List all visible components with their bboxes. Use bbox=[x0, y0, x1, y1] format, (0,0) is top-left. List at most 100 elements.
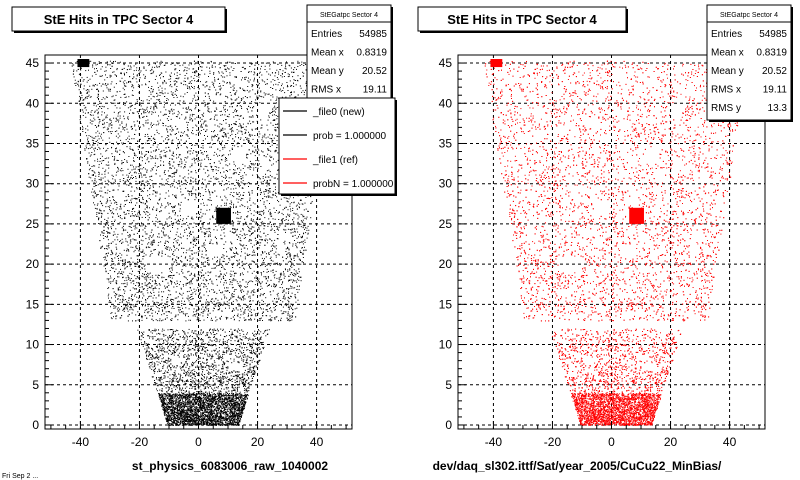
data-point bbox=[160, 111, 162, 113]
data-point bbox=[145, 238, 147, 240]
data-point bbox=[165, 138, 166, 140]
data-point bbox=[242, 66, 244, 68]
data-point bbox=[195, 252, 197, 254]
data-point bbox=[239, 115, 241, 117]
data-point bbox=[218, 126, 220, 128]
data-point bbox=[248, 229, 250, 231]
data-point bbox=[218, 160, 220, 162]
data-point bbox=[130, 66, 132, 68]
data-point bbox=[153, 123, 155, 125]
data-point bbox=[244, 374, 246, 376]
data-point bbox=[147, 292, 149, 294]
data-point bbox=[179, 161, 181, 163]
data-point bbox=[228, 307, 230, 309]
data-point bbox=[171, 307, 173, 309]
data-point bbox=[129, 236, 131, 238]
data-point bbox=[234, 123, 236, 124]
data-point bbox=[207, 417, 208, 419]
data-point bbox=[134, 295, 136, 297]
data-point bbox=[142, 191, 144, 192]
data-point bbox=[192, 243, 194, 245]
data-point bbox=[202, 145, 204, 147]
data-point bbox=[169, 408, 171, 410]
data-point bbox=[179, 73, 181, 75]
data-point bbox=[231, 131, 232, 133]
data-point bbox=[237, 386, 239, 388]
data-point bbox=[125, 96, 127, 98]
data-point bbox=[229, 106, 231, 108]
data-point bbox=[209, 86, 211, 88]
data-point bbox=[181, 305, 183, 307]
data-point bbox=[240, 244, 242, 246]
data-point bbox=[258, 330, 260, 332]
data-point bbox=[161, 320, 163, 322]
data-point bbox=[262, 176, 264, 177]
data-point bbox=[301, 91, 303, 93]
data-point bbox=[264, 65, 266, 67]
data-point bbox=[152, 366, 154, 368]
data-point bbox=[222, 410, 223, 412]
data-point bbox=[177, 319, 179, 321]
data-point bbox=[173, 377, 174, 379]
data-point bbox=[168, 365, 170, 367]
data-point bbox=[259, 348, 261, 350]
data-point bbox=[282, 282, 283, 284]
data-point bbox=[173, 341, 174, 343]
data-point bbox=[146, 278, 148, 280]
data-point bbox=[204, 347, 206, 348]
data-point bbox=[194, 408, 196, 410]
data-point bbox=[196, 280, 198, 282]
data-point bbox=[262, 140, 264, 142]
data-point bbox=[252, 351, 254, 353]
data-point bbox=[108, 131, 110, 133]
data-point bbox=[251, 129, 253, 131]
data-point bbox=[252, 260, 254, 262]
data-point bbox=[161, 314, 163, 316]
data-point bbox=[152, 315, 154, 317]
data-point bbox=[287, 319, 288, 321]
data-point bbox=[141, 267, 143, 269]
data-point bbox=[112, 208, 114, 210]
data-point bbox=[169, 378, 171, 380]
data-point bbox=[241, 307, 243, 309]
data-point bbox=[156, 357, 158, 359]
data-point bbox=[267, 305, 269, 307]
data-point bbox=[280, 310, 282, 312]
data-point bbox=[105, 257, 107, 259]
data-point bbox=[139, 194, 141, 196]
data-point bbox=[200, 384, 202, 386]
data-point bbox=[275, 150, 277, 152]
data-point bbox=[247, 390, 249, 392]
data-point bbox=[166, 406, 168, 408]
data-point bbox=[122, 263, 124, 265]
data-point bbox=[196, 279, 198, 281]
data-point bbox=[157, 274, 159, 276]
data-point bbox=[233, 400, 235, 402]
data-point bbox=[200, 332, 202, 334]
data-point bbox=[173, 245, 175, 247]
data-point bbox=[289, 261, 291, 262]
data-point bbox=[204, 353, 206, 355]
data-point bbox=[188, 344, 190, 346]
data-point bbox=[241, 98, 243, 100]
data-point bbox=[149, 213, 151, 215]
data-point bbox=[206, 381, 208, 383]
data-point bbox=[88, 176, 90, 178]
data-point bbox=[220, 278, 222, 280]
data-point bbox=[157, 218, 158, 220]
data-point bbox=[87, 161, 89, 163]
data-point bbox=[207, 110, 209, 112]
data-point bbox=[215, 206, 217, 208]
data-point bbox=[297, 273, 299, 274]
data-point bbox=[242, 366, 244, 368]
data-point bbox=[170, 186, 172, 188]
data-point bbox=[231, 284, 233, 286]
data-point bbox=[150, 151, 152, 153]
data-point bbox=[235, 335, 237, 337]
data-point bbox=[251, 359, 253, 361]
data-point bbox=[175, 330, 177, 332]
data-point bbox=[200, 203, 202, 205]
data-point bbox=[235, 395, 237, 397]
data-point bbox=[248, 319, 250, 321]
data-point bbox=[238, 320, 240, 322]
